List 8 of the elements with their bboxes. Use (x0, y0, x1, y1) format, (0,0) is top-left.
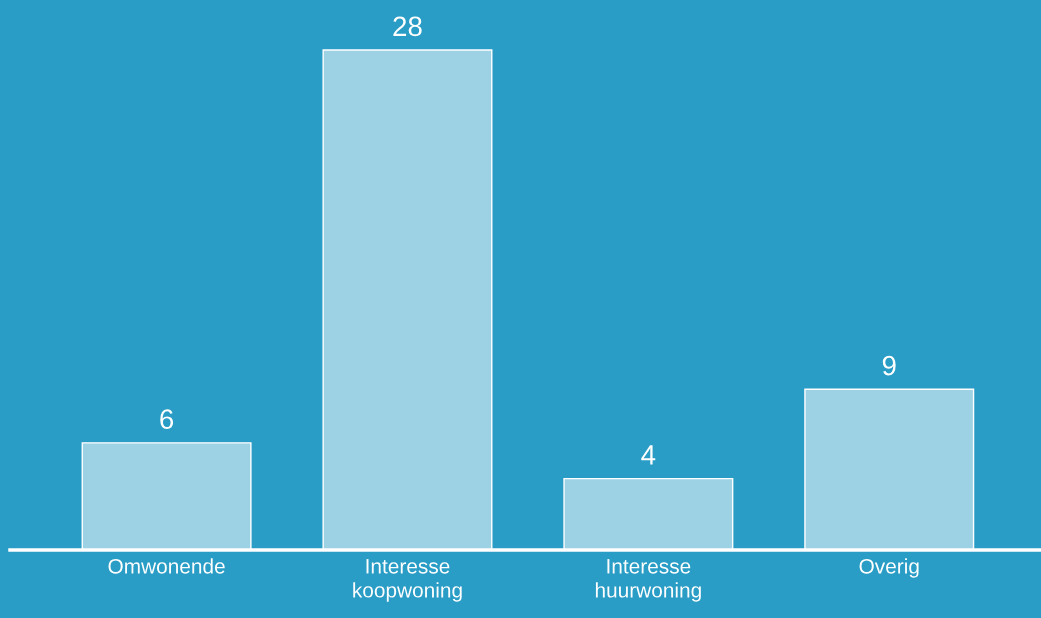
data-label: 6 (160, 409, 174, 430)
x-tick-label: Interesse huurwoning (595, 559, 701, 602)
data-label: 28 (393, 16, 422, 37)
data-label: 4 (641, 445, 656, 465)
x-tick-label: Overig (859, 558, 919, 578)
x-tick-label: Interesse koopwoning (353, 559, 462, 602)
data-label: 9 (882, 355, 896, 376)
x-tick-label: Omwonende (108, 558, 225, 574)
